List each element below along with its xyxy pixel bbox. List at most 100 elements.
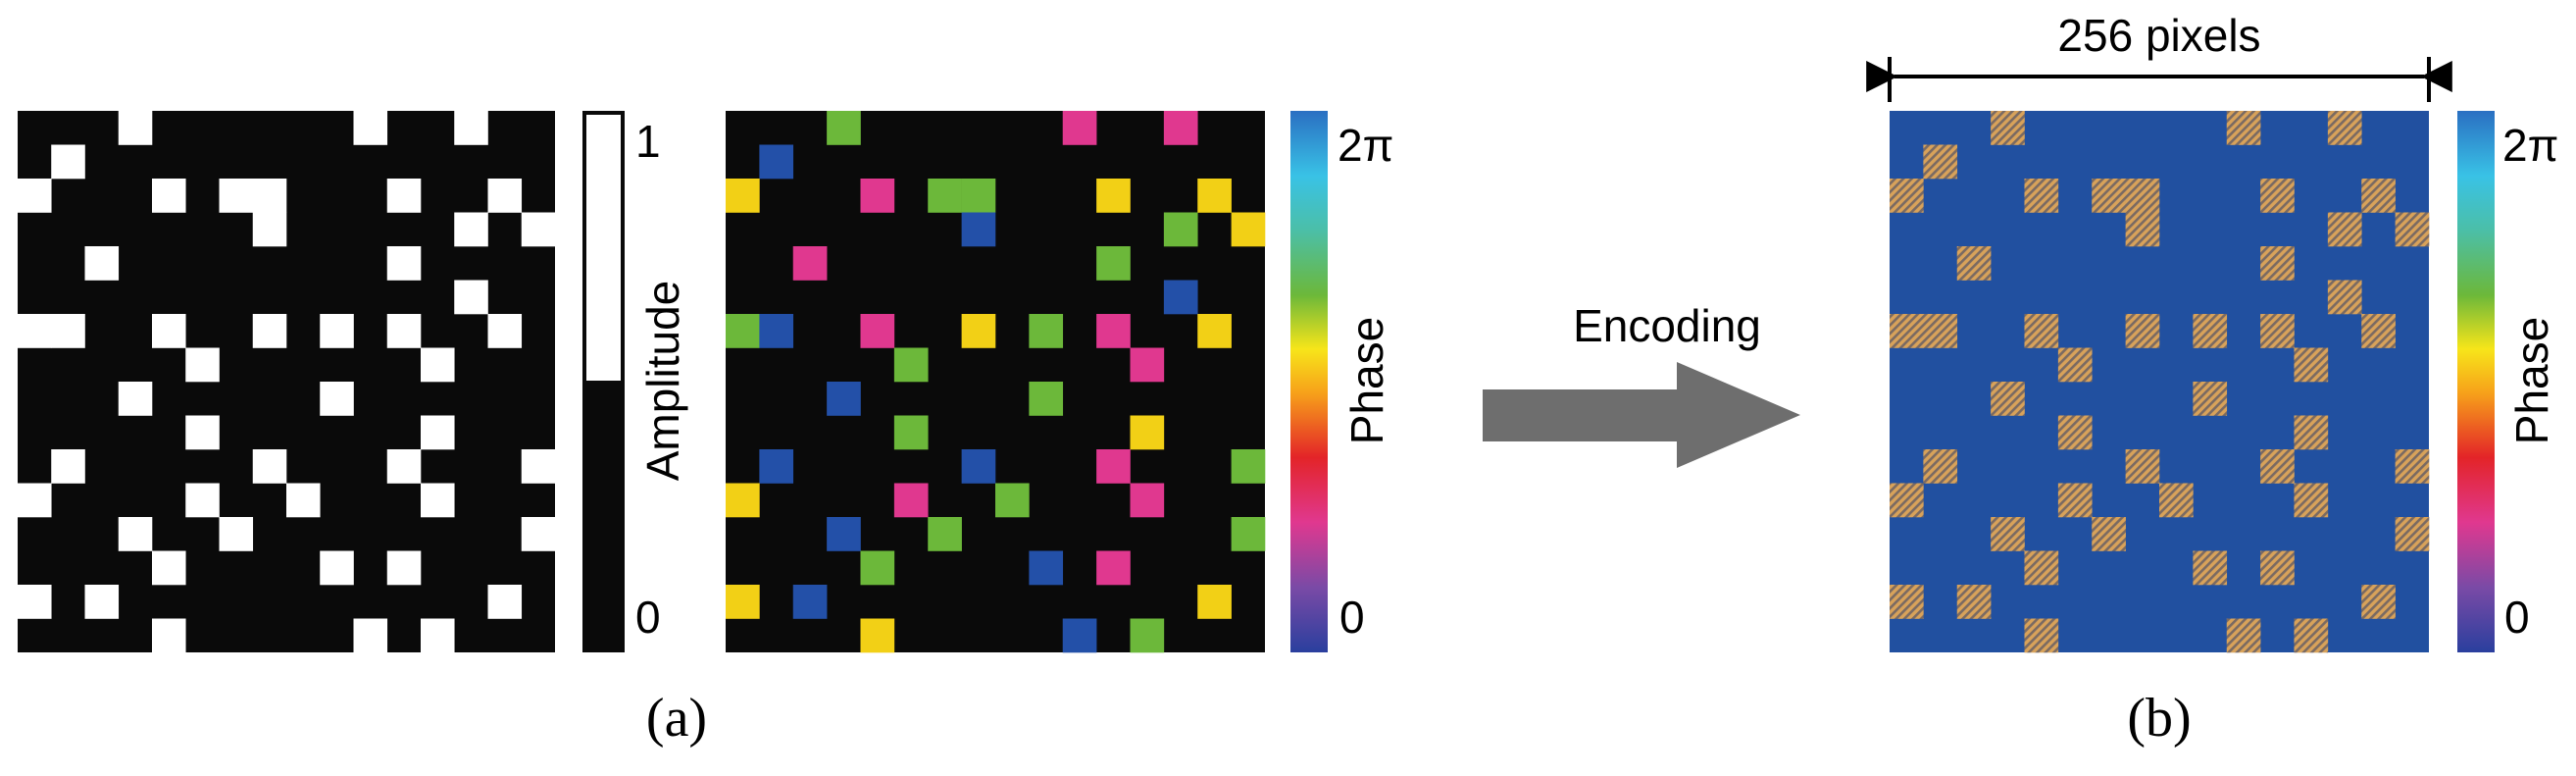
amplitude-pixel bbox=[18, 179, 52, 213]
encoded-pixel bbox=[2057, 415, 2093, 450]
phase-pixel bbox=[827, 111, 861, 145]
phase-pixel bbox=[827, 517, 861, 551]
amplitude-pixel bbox=[18, 314, 52, 348]
amplitude-pixel bbox=[386, 314, 422, 348]
encoded-pixel bbox=[2092, 179, 2126, 213]
phase-pixel bbox=[827, 382, 861, 416]
phase-pixel bbox=[1163, 280, 1198, 315]
amplitude-pixel bbox=[386, 449, 422, 484]
phase-pixel bbox=[1163, 212, 1198, 247]
phase-pixel bbox=[759, 144, 794, 180]
encoded-pixel bbox=[2361, 179, 2396, 213]
phase-colorbar-b-gradient bbox=[2457, 111, 2495, 652]
encoded-pattern bbox=[1890, 111, 2430, 653]
phase-pixel bbox=[961, 212, 996, 247]
amplitude-pixel bbox=[421, 483, 455, 518]
phase-pixel bbox=[1062, 618, 1097, 653]
phase-pixel bbox=[1096, 179, 1131, 213]
phase-pixel bbox=[1029, 382, 1064, 416]
encoded-pixel bbox=[2125, 212, 2160, 247]
phase-pixel bbox=[1197, 179, 1232, 213]
encoded-pixel bbox=[2125, 314, 2160, 348]
amplitude-pixel bbox=[118, 382, 153, 416]
amplitude-colorbar: 1 0 Amplitude bbox=[582, 111, 688, 652]
amplitude-pixel bbox=[487, 179, 523, 213]
amplitude-colorbar-low bbox=[582, 383, 625, 652]
phase-pixel bbox=[995, 483, 1030, 518]
phase-pixel bbox=[1163, 111, 1198, 145]
phase-pixel bbox=[1130, 483, 1165, 518]
amplitude-pixel bbox=[219, 179, 254, 213]
amplitude-pixel bbox=[386, 246, 422, 281]
amplitude-pixel bbox=[421, 347, 455, 383]
phase-colorbar-a: 2π 0 Phase bbox=[1290, 111, 1393, 652]
phase-pixel bbox=[1096, 550, 1131, 586]
amplitude-pixel bbox=[454, 212, 488, 247]
amplitude-pattern bbox=[18, 111, 556, 653]
amplitude-pixel bbox=[286, 483, 321, 518]
phase-pixel bbox=[961, 314, 996, 348]
amplitude-pixel bbox=[421, 415, 455, 450]
phase-pixel bbox=[792, 246, 828, 281]
phase-pixel bbox=[726, 179, 760, 213]
phase-pixel bbox=[928, 517, 962, 551]
phase-colorbar-b: 2π 0 Phase bbox=[2457, 111, 2558, 652]
phase-pixel bbox=[1197, 314, 1232, 348]
encoded-pixel bbox=[2226, 111, 2261, 145]
phase-colorbar-b-tick-min: 0 bbox=[2504, 592, 2530, 643]
encoded-pixel bbox=[2260, 246, 2295, 281]
encoded-pixel bbox=[2260, 179, 2295, 213]
amplitude-pixel bbox=[521, 449, 556, 484]
encoded-pixel bbox=[2193, 314, 2228, 348]
amplitude-pixel bbox=[185, 347, 220, 383]
amplitude-pixel bbox=[252, 179, 287, 213]
phase-pixel bbox=[1231, 449, 1266, 484]
encoded-pixel bbox=[2024, 550, 2059, 586]
amplitude-tick-min: 0 bbox=[635, 592, 661, 643]
phase-pixel bbox=[893, 483, 929, 518]
caption-b: (b) bbox=[2127, 688, 2191, 749]
phase-pixel bbox=[893, 347, 929, 383]
phase-pixel bbox=[961, 179, 996, 213]
encoded-pixel bbox=[2226, 618, 2261, 653]
encoded-pixel bbox=[2159, 483, 2194, 518]
encoded-pixel bbox=[2024, 179, 2059, 213]
phase-pixel bbox=[1197, 585, 1232, 619]
amplitude-tick-max: 1 bbox=[635, 116, 661, 167]
encoded-pixel bbox=[1923, 314, 1958, 348]
encoded-pixel bbox=[1890, 483, 1924, 518]
amplitude-pixel bbox=[51, 314, 85, 348]
encoding-arrow-shape bbox=[1483, 362, 1800, 468]
amplitude-pixel bbox=[386, 179, 422, 213]
phase-pixel bbox=[792, 585, 828, 619]
encoded-pixel bbox=[2193, 550, 2228, 586]
encoded-pixel bbox=[2294, 415, 2329, 450]
amplitude-pixel bbox=[118, 111, 153, 145]
amplitude-pixel bbox=[152, 179, 186, 213]
caption-a: (a) bbox=[646, 688, 707, 749]
dimension-annotation: 256 pixels bbox=[1866, 10, 2452, 102]
amplitude-pixel bbox=[51, 449, 85, 484]
amplitude-pixel bbox=[118, 517, 153, 551]
encoded-pixel bbox=[1991, 111, 2025, 145]
amplitude-pixel bbox=[487, 314, 523, 348]
encoded-pixel bbox=[2193, 382, 2228, 416]
encoded-pixel bbox=[1923, 449, 1958, 484]
phase-pixel bbox=[860, 314, 895, 348]
encoded-pixel bbox=[1956, 246, 1992, 281]
phase-pattern bbox=[726, 111, 1266, 653]
dimension-label: 256 pixels bbox=[2057, 10, 2260, 61]
amplitude-pixel bbox=[353, 111, 388, 145]
encoded-pixel bbox=[2361, 585, 2396, 619]
phase-pixel bbox=[1029, 314, 1064, 348]
amplitude-pattern-cells bbox=[18, 111, 556, 653]
phase-pixel bbox=[1062, 111, 1097, 145]
encoded-pixel bbox=[2260, 314, 2295, 348]
phase-pixel bbox=[928, 179, 962, 213]
encoded-pixel bbox=[2260, 550, 2295, 586]
amplitude-pixel bbox=[51, 144, 85, 180]
encoded-pixel bbox=[2057, 483, 2093, 518]
phase-pixel bbox=[1130, 415, 1165, 450]
amplitude-pixel bbox=[252, 212, 287, 247]
amplitude-pixel bbox=[353, 618, 388, 653]
